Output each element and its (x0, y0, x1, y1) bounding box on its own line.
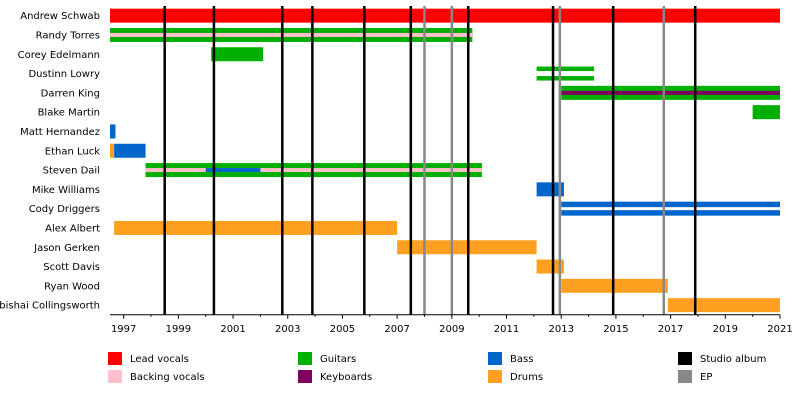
legend-label: Lead vocals (130, 354, 189, 365)
bar-gap (536, 71, 595, 77)
member-label: Andrew Schwab (20, 11, 100, 22)
legend-swatch (298, 352, 312, 365)
tick-label: 1999 (166, 324, 191, 335)
member-label: Ethan Luck (45, 146, 100, 157)
bar-drums (536, 259, 564, 274)
tick-label: 2009 (439, 324, 464, 335)
legend-label: Drums (510, 372, 543, 383)
member-label: Blake Martin (38, 108, 100, 119)
tick-label: 1997 (111, 324, 136, 335)
bar-keyboards (561, 90, 780, 95)
tick-label: 2017 (658, 324, 683, 335)
legend-label: EP (700, 372, 712, 383)
bar-backing-vocals (561, 207, 780, 211)
bar-bass (114, 143, 146, 158)
legend-label: Backing vocals (130, 372, 205, 383)
member-label: Corey Edelmann (18, 50, 100, 61)
legend-label: Guitars (320, 354, 356, 365)
member-label: Ryan Wood (44, 281, 100, 292)
bar-drums (397, 240, 537, 255)
bar-drums (561, 278, 668, 293)
legend-label: Bass (510, 354, 533, 365)
member-label: Scott Davis (43, 262, 100, 273)
bar-guitars (211, 47, 264, 62)
tick-label: 2007 (384, 324, 409, 335)
legend-label: Keyboards (320, 372, 372, 383)
tick-label: 2021 (767, 324, 792, 335)
legend-swatch (678, 352, 692, 365)
tick-label: 2001 (220, 324, 245, 335)
legend-swatch (108, 352, 122, 365)
member-label: Cody Driggers (29, 204, 100, 215)
member-rows: Andrew Schwab Randy Torres Corey Edelmann D… (0, 8, 780, 313)
bar-lead-vocals (110, 8, 780, 23)
bar-bass (536, 182, 564, 197)
member-label: Dustinn Lowry (28, 69, 100, 80)
bar-guitars (752, 105, 780, 120)
tick-label: 2003 (275, 324, 300, 335)
bar-bass (110, 124, 116, 139)
tick-label: 2019 (713, 324, 738, 335)
tick-label: 2013 (548, 324, 573, 335)
legend-swatch (108, 370, 122, 383)
bar-backing-vocals (110, 32, 473, 37)
legend-label: Studio album (700, 354, 766, 365)
legend: Lead vocals Backing vocals Guitars Keyboard… (108, 352, 766, 383)
bar-drums (114, 220, 398, 235)
tick-label: 2015 (603, 324, 628, 335)
member-label: Randy Torres (36, 30, 100, 41)
member-label: Abishai Collingsworth (0, 301, 100, 312)
bar-drums (110, 143, 115, 158)
member-label: Steven Dail (43, 166, 100, 177)
legend-swatch (298, 370, 312, 383)
bar-drums (667, 298, 780, 313)
tick-label: 2011 (494, 324, 519, 335)
member-label: Matt Hernandez (20, 127, 100, 138)
release-lines (163, 6, 697, 315)
member-label: Alex Albert (45, 223, 100, 234)
legend-swatch (678, 370, 692, 383)
tick-label: 2005 (330, 324, 355, 335)
legend-swatch (488, 352, 502, 365)
legend-swatch (488, 370, 502, 383)
member-label: Mike Williams (32, 185, 100, 196)
member-label: Jason Gerken (33, 243, 100, 254)
x-axis: 1997 1999 2001 2003 2005 2007 2009 2011 2013 2015… (110, 314, 793, 335)
bar-bass (205, 168, 261, 173)
member-label: Darren King (41, 88, 100, 99)
bar-backing-vocals (145, 168, 482, 173)
